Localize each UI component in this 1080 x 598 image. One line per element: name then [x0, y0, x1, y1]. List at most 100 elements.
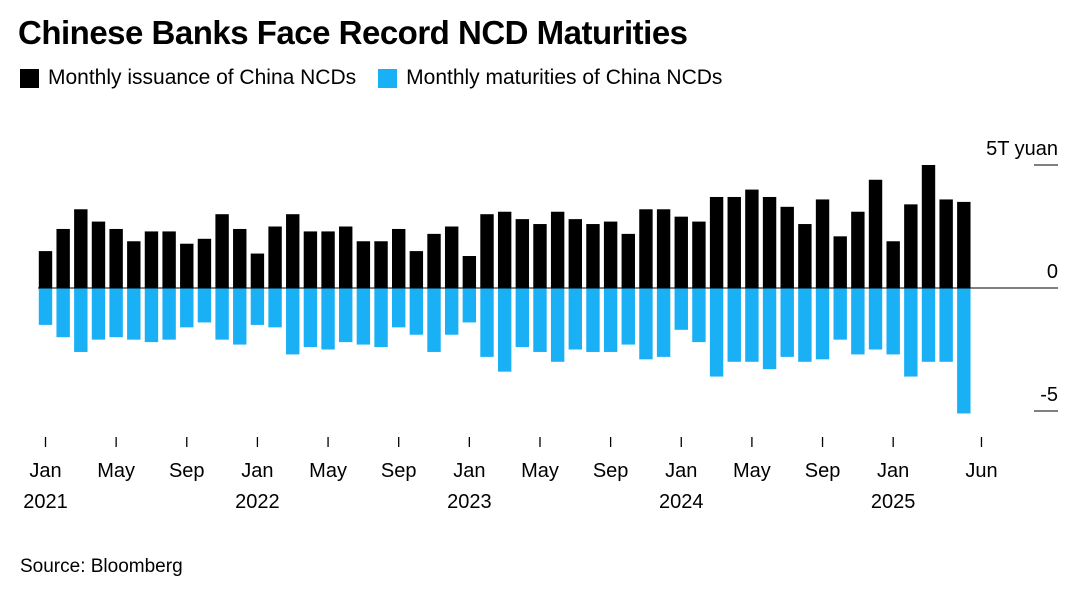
maturities-bar [356, 288, 371, 345]
maturities-bar [904, 288, 918, 377]
issuance-bar [886, 241, 900, 288]
issuance-bar [91, 221, 106, 288]
maturities-bar [233, 288, 247, 345]
y-tick-label: -5 [1040, 384, 1058, 406]
issuance-bar [798, 224, 812, 288]
maturities-bar [91, 288, 106, 340]
issuance-bar [603, 221, 618, 288]
maturities-bar [780, 288, 794, 357]
maturities-bar [74, 288, 88, 352]
maturities-bar [480, 288, 494, 357]
maturities-bar [197, 288, 212, 323]
issuance-bar [74, 209, 88, 288]
maturities-bar [709, 288, 724, 377]
issuance-bar [233, 228, 247, 288]
x-tick-label: Jan [453, 460, 485, 482]
issuance-bar [851, 211, 865, 288]
issuance-bar [144, 231, 159, 288]
x-tick-label: May [733, 460, 771, 482]
issuance-bar [709, 196, 724, 288]
x-tick-label: Jun [965, 460, 997, 482]
maturities-bar [568, 288, 582, 350]
issuance-bar [815, 199, 830, 288]
issuance-bar [127, 241, 141, 288]
maturities-bar [144, 288, 159, 343]
issuance-bar [427, 233, 441, 288]
maturities-bar [127, 288, 141, 340]
maturities-bar [497, 288, 512, 372]
x-tick-label: Jan [877, 460, 909, 482]
maturities-bar [374, 288, 388, 348]
maturities-bar [833, 288, 847, 340]
maturities-bar [868, 288, 883, 350]
issuance-bar [656, 209, 671, 288]
source-note: Source: Bloomberg [20, 556, 183, 577]
maturities-bar [268, 288, 282, 328]
maturities-bar [762, 288, 777, 370]
issuance-bar [621, 233, 635, 288]
x-tick-label: Sep [169, 460, 205, 482]
x-year-label: 2022 [235, 491, 280, 513]
issuance-bar [568, 219, 582, 288]
legend-swatch-maturities [378, 68, 398, 88]
maturities-bar [462, 288, 477, 323]
issuance-bar [692, 221, 706, 288]
issuance-bar [374, 241, 388, 288]
issuance-bar [762, 196, 777, 288]
maturities-bar [727, 288, 741, 362]
issuance-bar [56, 228, 70, 288]
x-tick-label: May [97, 460, 135, 482]
maturities-bar [851, 288, 865, 355]
issuance-bar [745, 189, 759, 288]
x-tick-label: Jan [241, 460, 273, 482]
x-tick-label: May [309, 460, 347, 482]
maturities-bar [745, 288, 759, 362]
issuance-bar [727, 196, 741, 288]
maturities-bar [886, 288, 900, 355]
chart-title: Chinese Banks Face Record NCD Maturities [18, 14, 688, 51]
maturities-bar [303, 288, 318, 348]
issuance-bar [444, 226, 459, 288]
issuance-bar [639, 209, 653, 288]
issuance-bar [286, 214, 300, 288]
maturities-bar [427, 288, 441, 352]
legend-item-issuance: Monthly issuance of China NCDs [20, 66, 356, 90]
maturities-bar [621, 288, 635, 345]
maturities-bar [444, 288, 459, 335]
issuance-bar [957, 201, 971, 288]
issuance-bar [339, 226, 353, 288]
maturities-bar [603, 288, 618, 352]
issuance-bar [921, 165, 936, 288]
issuance-bar [904, 204, 918, 288]
y-tick-label: 0 [1047, 261, 1058, 283]
legend-label-maturities: Monthly maturities of China NCDs [406, 66, 723, 89]
x-year-label: 2021 [23, 491, 68, 513]
issuance-bar [268, 226, 282, 288]
maturities-bar [392, 288, 406, 328]
maturities-bar [692, 288, 706, 343]
maturities-bar [339, 288, 353, 343]
issuance-bar [392, 228, 406, 288]
issuance-bar [250, 253, 265, 288]
issuance-bar [674, 216, 688, 288]
issuance-bar [109, 228, 123, 288]
maturities-bar [180, 288, 194, 328]
x-year-label: 2023 [447, 491, 492, 513]
maturities-bar [939, 288, 953, 362]
issuance-bar [515, 219, 530, 288]
maturities-bar [550, 288, 565, 362]
maturities-bar [921, 288, 936, 362]
maturities-bar [656, 288, 671, 357]
issuance-bar [162, 231, 176, 288]
maturities-bar [162, 288, 176, 340]
maturities-bar [533, 288, 547, 352]
legend-item-maturities: Monthly maturities of China NCDs [378, 66, 722, 90]
issuance-bar [780, 206, 794, 288]
x-tick-label: Jan [29, 460, 61, 482]
x-year-label: 2024 [659, 491, 704, 513]
x-tick-label: Jan [665, 460, 697, 482]
y-tick-label: 5T yuan [986, 138, 1058, 160]
x-tick-label: May [521, 460, 559, 482]
maturities-bar [639, 288, 653, 360]
issuance-bar [480, 214, 494, 288]
